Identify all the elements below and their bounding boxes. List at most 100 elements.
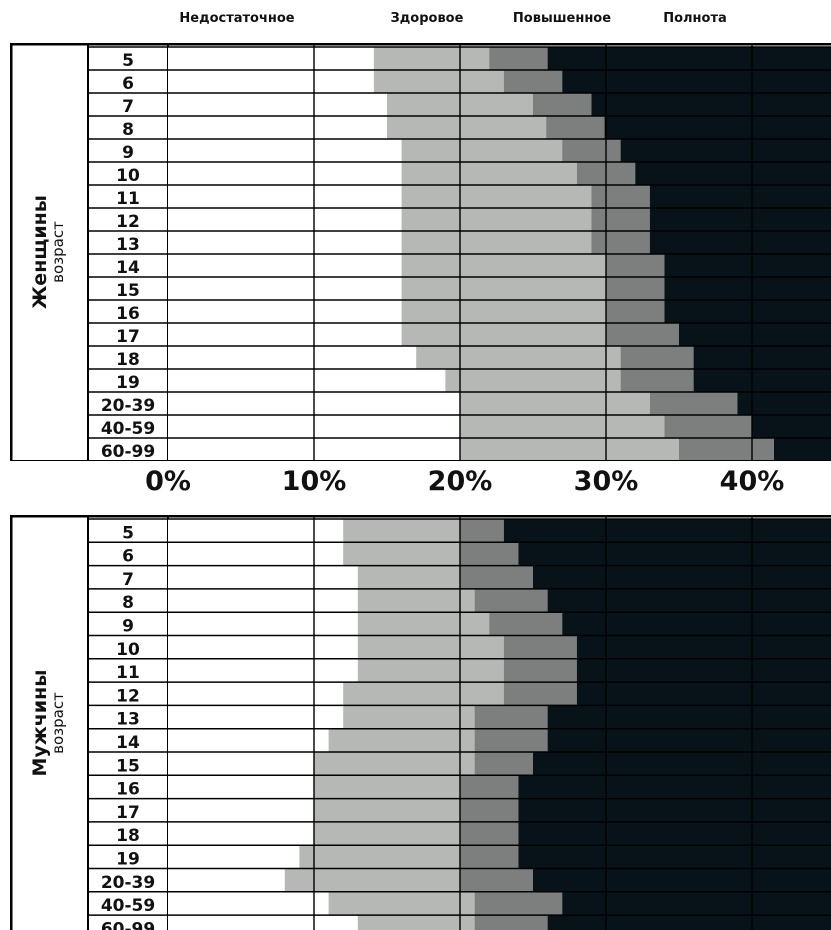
women-bar-obese-14 [664, 254, 831, 277]
women-bar-overweight-15 [606, 277, 665, 300]
women-bar-healthy-40-59 [460, 415, 665, 438]
men-bar-obese-8 [547, 588, 831, 613]
women-bar-underweight-12 [168, 208, 402, 231]
men-bar-healthy-16 [314, 775, 460, 799]
women-bar-underweight-17 [168, 323, 402, 346]
women-category-label: 11 [116, 189, 140, 209]
women-bar-healthy-16 [401, 300, 606, 323]
women-bar-underweight-14 [168, 254, 402, 277]
women-bar-healthy-5 [373, 47, 490, 70]
women-bar-healthy-12 [401, 208, 592, 231]
men-bar-healthy-17 [314, 798, 460, 822]
women-bar-overweight-7 [533, 93, 592, 116]
men-category-label: 6 [122, 547, 134, 567]
women-bar-healthy-8 [387, 116, 547, 139]
men-bar-healthy-5 [343, 519, 460, 543]
women-category-label: 19 [116, 373, 140, 393]
men-bar-overweight-11 [503, 658, 577, 683]
men-bar-overweight-15 [474, 752, 533, 776]
men-bar-overweight-19 [460, 845, 519, 869]
women-bar-underweight-13 [168, 231, 402, 254]
men-category-label: 5 [122, 523, 134, 543]
women-bars [168, 47, 831, 461]
men-category-label: 19 [116, 850, 140, 870]
women-category-label: 15 [116, 281, 140, 301]
women-bar-obese-17 [679, 323, 831, 346]
men-bar-overweight-17 [460, 798, 519, 822]
women-bar-healthy-6 [373, 70, 504, 93]
men-bar-overweight-10 [503, 635, 577, 659]
women-bar-underweight-8 [168, 116, 387, 139]
men-bar-overweight-40-59 [474, 891, 563, 916]
men-category-label: 12 [116, 686, 140, 706]
men-bar-overweight-5 [460, 519, 504, 543]
women-bar-overweight-13 [591, 231, 650, 254]
women-bar-obese-60-99 [773, 438, 831, 461]
women-bar-underweight-7 [168, 93, 387, 116]
women-bar-obese-10 [635, 162, 831, 185]
women-category-label: 14 [116, 258, 140, 278]
men-bar-obese-16 [518, 775, 831, 799]
men-bar-healthy-9 [357, 612, 490, 636]
women-bar-underweight-6 [168, 70, 374, 93]
men-category-label: 16 [116, 780, 140, 800]
men-category-label: 17 [116, 803, 140, 823]
legend-healthy: Здоровое [390, 11, 464, 26]
men-bar-obese-11 [576, 658, 831, 683]
men-bars [168, 519, 831, 930]
men-bar-underweight-14 [168, 728, 329, 752]
women-bar-healthy-11 [401, 185, 592, 208]
women-bar-underweight-5 [168, 47, 374, 70]
women-category-label: 5 [122, 51, 134, 71]
legend-overweight: Повышенное [512, 11, 612, 26]
women-chart-panel: Женщины возраст 5 6 7 8 9 10 11 12 13 14 15 16 17 18 1… [10, 43, 831, 461]
men-bar-overweight-18 [460, 821, 519, 846]
women-bar-healthy-18 [416, 346, 621, 369]
women-bar-healthy-9 [401, 139, 563, 162]
men-bar-obese-17 [518, 798, 831, 822]
men-bar-healthy-14 [328, 728, 475, 752]
men-chart-panel: Мужчины возраст 5 6 7 8 9 10 11 12 13 14 15 16 17 18 1… [10, 515, 831, 930]
men-bar-obese-6 [518, 542, 831, 566]
women-category-label: 18 [116, 350, 140, 370]
men-category-label: 13 [116, 710, 140, 730]
women-bar-healthy-60-99 [460, 438, 679, 461]
men-bar-underweight-15 [168, 752, 314, 776]
women-category-label: 20-39 [101, 396, 155, 416]
men-bar-obese-14 [547, 728, 831, 752]
women-bar-obese-19 [693, 369, 831, 392]
men-bar-underweight-60-99 [168, 915, 358, 930]
women-bar-healthy-13 [401, 231, 592, 254]
women-bar-obese-7 [591, 93, 831, 116]
men-category-label: 20-39 [101, 873, 155, 893]
men-bar-obese-12 [576, 682, 831, 706]
women-bar-obese-15 [664, 277, 831, 300]
women-bar-underweight-19 [168, 369, 446, 392]
axis-tick-label: 10% [281, 466, 347, 497]
women-bar-healthy-14 [401, 254, 606, 277]
men-bar-healthy-7 [357, 565, 460, 589]
men-bar-healthy-60-99 [357, 915, 475, 930]
women-bar-obese-16 [664, 300, 831, 323]
men-bar-healthy-15 [314, 752, 475, 776]
men-bar-underweight-6 [168, 542, 344, 566]
men-bar-overweight-14 [474, 728, 548, 752]
men-chart: 5 6 7 8 9 10 11 12 13 14 15 16 17 18 19 20-39 40-59 60-99 [10, 515, 831, 930]
women-category-label: 12 [116, 212, 140, 232]
men-bar-underweight-16 [168, 775, 314, 799]
women-category-label: 10 [116, 166, 140, 186]
women-bar-obese-13 [649, 231, 831, 254]
men-bar-obese-9 [562, 612, 831, 636]
women-bar-underweight-16 [168, 300, 402, 323]
women-category-label: 6 [122, 74, 134, 94]
women-category-label: 7 [122, 97, 134, 117]
women-bar-overweight-9 [562, 139, 621, 162]
men-bar-healthy-40-59 [328, 891, 475, 916]
men-bar-overweight-60-99 [474, 915, 548, 930]
women-bar-obese-11 [649, 185, 831, 208]
women-bar-healthy-19 [445, 369, 621, 392]
men-category-label: 11 [116, 663, 140, 683]
women-bar-overweight-60-99 [679, 438, 774, 461]
women-bar-obese-20-39 [737, 392, 831, 415]
women-bar-obese-40-59 [752, 415, 831, 438]
